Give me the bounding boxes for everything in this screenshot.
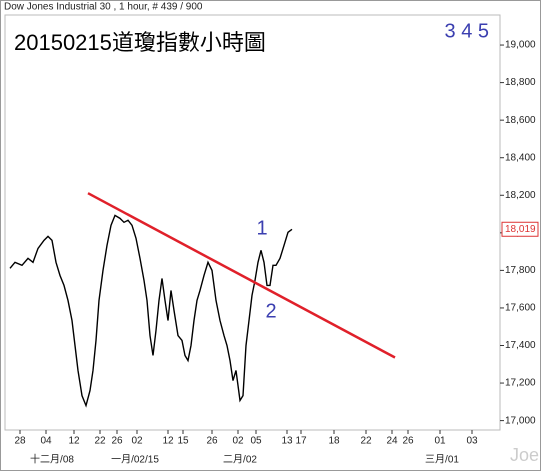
x-tick-label: 03 (466, 436, 478, 447)
annotation: 1 (256, 217, 267, 239)
last-price-box (501, 221, 539, 237)
x-tick-label: 13 (281, 436, 293, 447)
corner-note: 3 4 5 (445, 20, 489, 42)
x-tick-label: 01 (434, 436, 446, 447)
x-tick-label: 26 (111, 436, 123, 447)
watermark: Joe (510, 445, 539, 465)
y-tick-label: 18,800 (505, 77, 536, 88)
x-tick-label: 18 (328, 436, 340, 447)
y-tick-label: 17,800 (505, 265, 536, 276)
y-tick-label: 17,600 (505, 303, 536, 314)
header: Dow Jones Industrial 30 , 1 hour, # 439 … (4, 2, 203, 13)
y-tick-label: 18,600 (505, 115, 536, 126)
last-price-label: 18,019 (505, 224, 536, 235)
x-tick-label: 24 (386, 436, 398, 447)
price-line (9, 214, 293, 408)
y-tick-label: 18,200 (505, 190, 536, 201)
x-tick-label: 28 (14, 436, 26, 447)
x-tick-label: 26 (402, 436, 414, 447)
month-label: 二月/02 (223, 454, 257, 466)
y-tick-label: 17,200 (505, 378, 536, 389)
annotation: 2 (265, 300, 276, 322)
x-tick-label: 15 (177, 436, 189, 447)
trend-line (87, 192, 396, 359)
y-tick-label: 17,000 (505, 415, 536, 426)
y-tick-label: 17,400 (505, 340, 536, 351)
x-tick-label: 05 (250, 436, 262, 447)
x-tick-label: 02 (131, 436, 143, 447)
plot-area (4, 14, 501, 431)
y-tick-label: 18,400 (505, 152, 536, 163)
month-label: 三月/01 (425, 454, 459, 466)
y-tick-label: 19,000 (505, 40, 536, 51)
x-tick-label: 02 (232, 436, 244, 447)
x-tick-label: 12 (162, 436, 174, 447)
x-tick-label: 17 (295, 436, 307, 447)
chart-title: 20150215道瓊指數小時圖 (14, 30, 266, 55)
x-tick-label: 22 (94, 436, 106, 447)
x-tick-label: 12 (68, 436, 80, 447)
x-tick-label: 04 (40, 436, 52, 447)
x-tick-label: 22 (360, 436, 372, 447)
x-tick-label: 26 (206, 436, 218, 447)
month-label: 一月/02/15 (111, 454, 159, 466)
month-label: 十二月/08 (30, 453, 74, 466)
